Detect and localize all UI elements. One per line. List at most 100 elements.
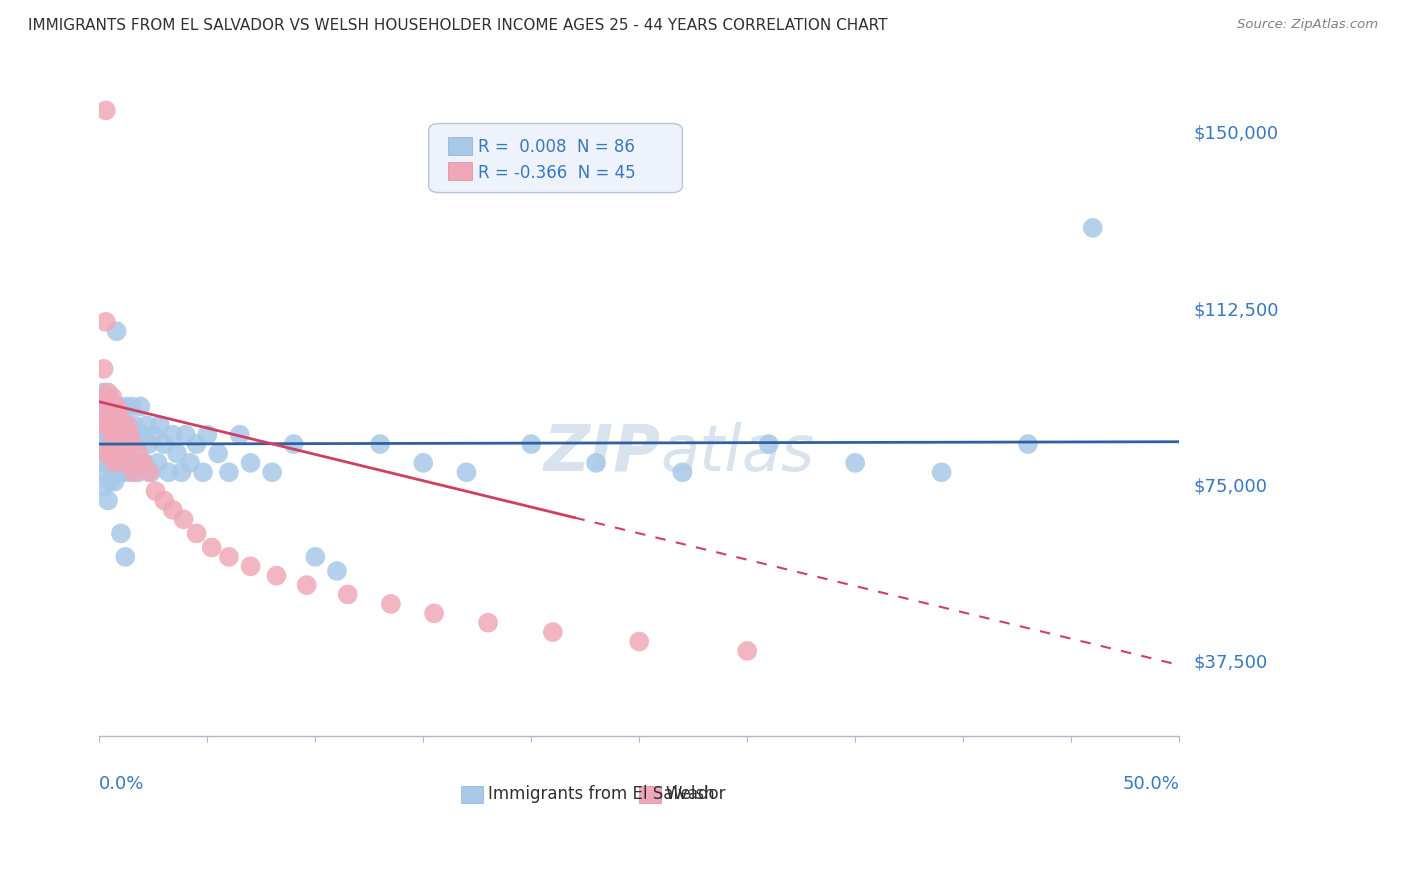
Point <box>125 437 148 451</box>
Point <box>138 465 160 479</box>
Point <box>94 446 117 460</box>
Point <box>1017 437 1039 451</box>
Text: ZIP: ZIP <box>544 422 661 483</box>
Point <box>110 446 132 460</box>
Point <box>122 465 145 479</box>
Point <box>97 418 120 433</box>
Point <box>114 456 136 470</box>
Point <box>105 437 128 451</box>
Bar <box>461 786 482 803</box>
Point <box>295 578 318 592</box>
Point <box>94 427 117 442</box>
Point <box>117 456 139 470</box>
Point <box>107 446 129 460</box>
Point <box>758 437 780 451</box>
Text: 0.0%: 0.0% <box>100 775 145 793</box>
Point <box>336 587 359 601</box>
Point <box>105 409 128 423</box>
Point <box>585 456 607 470</box>
Bar <box>449 162 472 180</box>
Point <box>90 433 112 447</box>
Point <box>520 437 543 451</box>
Point <box>207 446 229 460</box>
Text: R = -0.366  N = 45: R = -0.366 N = 45 <box>478 163 636 182</box>
Point <box>114 400 136 414</box>
Point <box>93 385 115 400</box>
Point <box>134 456 156 470</box>
Point <box>195 427 218 442</box>
Point <box>186 437 208 451</box>
Text: Welsh: Welsh <box>665 785 714 803</box>
Point <box>94 409 117 423</box>
Point <box>107 456 129 470</box>
Point <box>931 465 953 479</box>
Point <box>129 400 152 414</box>
Point <box>112 437 135 451</box>
Point <box>121 400 143 414</box>
Point <box>114 427 136 442</box>
Point <box>107 400 129 414</box>
Point <box>98 400 121 414</box>
Point <box>170 465 193 479</box>
Point <box>142 427 165 442</box>
Point <box>541 625 564 640</box>
Point <box>412 456 434 470</box>
Point <box>304 549 326 564</box>
Point <box>98 409 121 423</box>
Point <box>105 427 128 442</box>
Point <box>201 541 224 555</box>
Bar <box>449 136 472 155</box>
Point <box>101 465 124 479</box>
Point <box>103 446 125 460</box>
Point <box>146 456 169 470</box>
Point <box>93 479 115 493</box>
Point <box>262 465 284 479</box>
Text: 50.0%: 50.0% <box>1122 775 1180 793</box>
Point <box>118 465 141 479</box>
Point <box>107 427 129 442</box>
Point <box>218 465 240 479</box>
Point <box>101 437 124 451</box>
Point <box>844 456 866 470</box>
Point <box>121 437 143 451</box>
Point <box>135 418 157 433</box>
Point <box>93 418 115 433</box>
Point <box>283 437 305 451</box>
Point <box>107 409 129 423</box>
Point <box>121 427 143 442</box>
Point <box>118 427 141 442</box>
Point <box>149 418 172 433</box>
Point <box>97 418 120 433</box>
Point <box>477 615 499 630</box>
Point <box>456 465 478 479</box>
Point <box>103 418 125 433</box>
Point <box>97 385 120 400</box>
Point <box>380 597 402 611</box>
Point <box>117 418 139 433</box>
Point <box>423 607 446 621</box>
Point <box>98 456 121 470</box>
Point <box>218 549 240 564</box>
Point <box>93 362 115 376</box>
Text: Immigrants from El Salvador: Immigrants from El Salvador <box>488 785 725 803</box>
Point <box>162 427 184 442</box>
Point <box>1081 220 1104 235</box>
Point <box>131 427 153 442</box>
Text: Source: ZipAtlas.com: Source: ZipAtlas.com <box>1237 18 1378 31</box>
Point <box>153 493 176 508</box>
Point <box>118 437 141 451</box>
Point <box>110 418 132 433</box>
Point <box>186 526 208 541</box>
Point <box>671 465 693 479</box>
Point <box>98 446 121 460</box>
Point <box>122 456 145 470</box>
Point <box>101 433 124 447</box>
Point <box>98 475 121 489</box>
Point <box>93 418 115 433</box>
Point <box>105 400 128 414</box>
Point <box>735 644 758 658</box>
Point <box>127 446 149 460</box>
Point <box>101 409 124 423</box>
Point <box>101 390 124 404</box>
Point <box>122 418 145 433</box>
